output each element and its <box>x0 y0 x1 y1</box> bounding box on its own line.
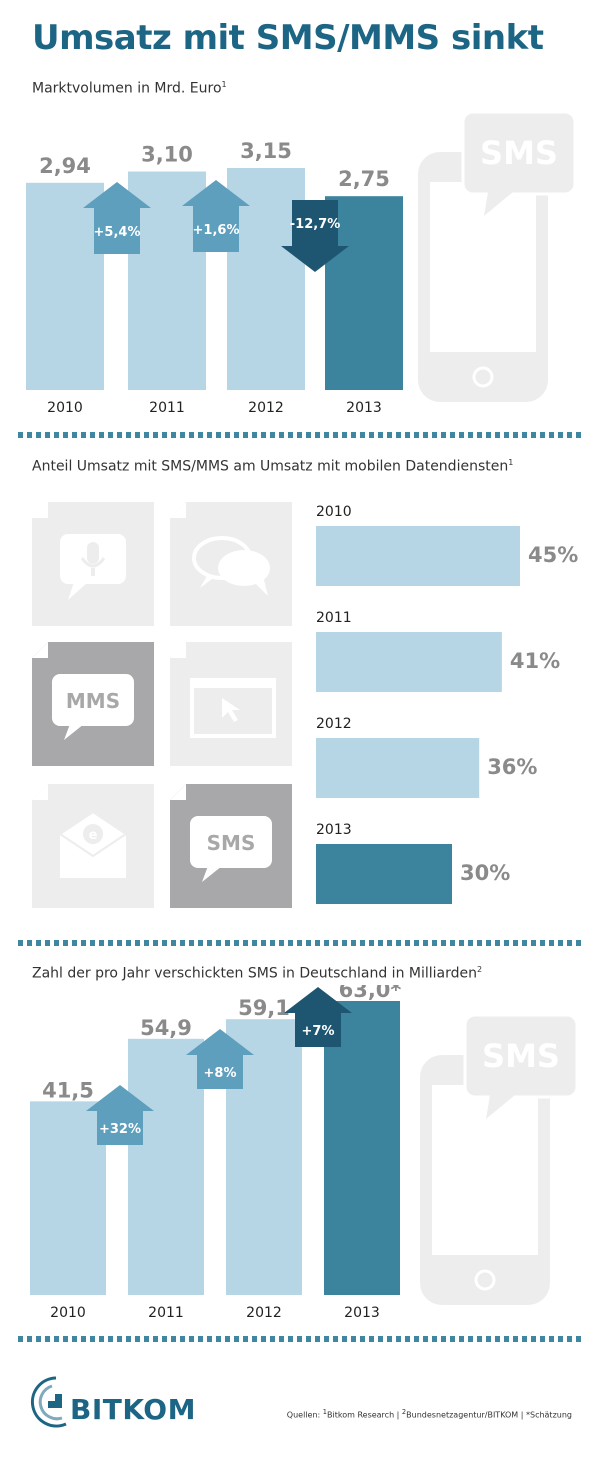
section-divider <box>18 432 582 438</box>
x-tick-2011: 2011 <box>148 1305 184 1321</box>
chart2-revenue-share: MMS e SMS 2010 45% 2011 41% 2012 36% 2013 30% <box>32 502 578 908</box>
bubble <box>190 816 272 868</box>
change-arrow-1-label: +5,4% <box>94 225 141 240</box>
mic-head <box>87 542 99 564</box>
data-label-2013: 63,0* <box>339 985 402 1002</box>
bubble-tail <box>68 582 88 600</box>
change-arrow-1-label: +32% <box>99 1122 141 1137</box>
mic-base <box>91 568 95 576</box>
sms-bubble <box>463 1013 579 1099</box>
change-arrow-3 <box>281 200 349 272</box>
chart3-sms-count: 41,5 2010 54,9 2011 59,1 2012 63,0* 2013 +32% +8%… <box>30 985 579 1321</box>
phone-sms-icon: SMS <box>420 1013 579 1305</box>
cursor-arrow <box>222 698 240 722</box>
chart1-title: Marktvolumen in Mrd. Euro1 <box>32 80 227 97</box>
phone-home-button <box>472 366 494 388</box>
data-label-2010: 41,5 <box>42 1078 94 1102</box>
bubble-front-tail <box>254 580 268 596</box>
section-divider <box>18 1336 582 1342</box>
chart1-market-volume: 2,94 2010 3,10 2011 3,15 2012 2,75 2013 +5,4% +1,… <box>26 110 577 416</box>
mms-bubble-icon: MMS <box>32 642 154 766</box>
bar-2011 <box>316 632 502 692</box>
chart2-title: Anteil Umsatz mit SMS/MMS am Umsatz mit … <box>32 458 514 475</box>
bitkom-logo-icon <box>30 1376 67 1428</box>
bitkom-logo-text: BITKOM <box>70 1393 196 1426</box>
x-tick-2013: 2013 <box>344 1305 380 1321</box>
phone-screen <box>432 1085 538 1255</box>
bar-2011 <box>128 1038 204 1295</box>
bubble <box>52 674 134 726</box>
change-arrow-1 <box>83 182 151 254</box>
change-arrow-1 <box>86 1085 154 1145</box>
tile-fold <box>32 784 48 800</box>
x-tick-2012: 2012 <box>248 400 284 416</box>
data-label-2011: 54,9 <box>140 1016 192 1040</box>
phone-screen <box>430 182 536 352</box>
window-titlebar <box>192 680 274 688</box>
tile-fold <box>170 784 186 800</box>
x-tick-2013: 2013 <box>346 400 382 416</box>
data-label-2010: 2,94 <box>39 154 91 178</box>
change-arrow-2 <box>186 1029 254 1089</box>
change-arrow-2-label: +1,6% <box>193 223 240 238</box>
bubble-front <box>218 550 270 586</box>
data-label-2012: 3,15 <box>240 139 292 163</box>
browser-window-icon <box>170 642 292 766</box>
bar-2010 <box>30 1101 106 1295</box>
data-label-2011: 41% <box>510 649 560 673</box>
e-circle <box>83 824 103 844</box>
email-envelope-icon: e <box>32 784 154 908</box>
page-title: Umsatz mit SMS/MMS sinkt <box>32 18 544 58</box>
sms-bubble-tail <box>486 1095 515 1119</box>
section-divider <box>18 940 582 946</box>
footer-sources: Quellen: 1Bitkom Research | 2Bundesnetza… <box>286 1408 572 1420</box>
data-label-2013: 30% <box>460 861 510 885</box>
change-arrow-3-label: +7% <box>302 1024 335 1039</box>
bar-2010 <box>26 182 104 390</box>
sms-bubble-label: SMS <box>480 134 558 172</box>
y-tick-2010: 2010 <box>316 504 352 520</box>
bar-2013 <box>324 1001 400 1295</box>
y-tick-2013: 2013 <box>316 822 352 838</box>
tile-fold <box>32 502 48 518</box>
sms-bubble-tail <box>484 192 513 216</box>
x-tick-2010: 2010 <box>47 400 83 416</box>
bar-2013 <box>316 844 452 904</box>
change-arrow-2 <box>182 180 250 252</box>
sms-bubble-label: SMS <box>482 1037 560 1075</box>
x-tick-2011: 2011 <box>149 400 185 416</box>
tile-fold <box>170 502 186 518</box>
phone-sms-icon: SMS <box>418 110 577 402</box>
bubble-tail <box>64 724 84 740</box>
microphone-bubble-icon <box>32 502 154 626</box>
data-label-2011: 3,10 <box>141 143 193 167</box>
data-label-2010: 45% <box>528 543 578 567</box>
mic-stand <box>80 557 106 568</box>
data-label-2013: 2,75 <box>338 167 390 191</box>
data-label-2012: 59,1 <box>238 996 290 1020</box>
bar-2010 <box>316 526 520 586</box>
bar-2012 <box>316 738 480 798</box>
e-letter: e <box>89 828 98 843</box>
x-tick-2010: 2010 <box>50 1305 86 1321</box>
bubble-label: SMS <box>207 831 256 855</box>
chat-bubbles-icon <box>170 502 292 626</box>
tile-fold <box>170 642 186 658</box>
x-tick-2012: 2012 <box>246 1305 282 1321</box>
data-label-2012: 36% <box>487 755 537 779</box>
bubble-back-tail <box>200 574 216 588</box>
chart3-title: Zahl der pro Jahr verschickten SMS in De… <box>32 965 483 982</box>
y-tick-2011: 2011 <box>316 610 352 626</box>
bubble-label: MMS <box>66 689 120 713</box>
y-tick-2012: 2012 <box>316 716 352 732</box>
tile-fold <box>32 642 48 658</box>
sms-bubble <box>461 110 577 196</box>
change-arrow-3 <box>284 987 352 1047</box>
change-arrow-3-label: -12,7% <box>290 217 341 232</box>
bubble-tail <box>202 866 222 882</box>
change-arrow-2-label: +8% <box>204 1066 237 1081</box>
phone-home-button <box>474 1269 496 1291</box>
sms-bubble-icon: SMS <box>170 784 292 908</box>
